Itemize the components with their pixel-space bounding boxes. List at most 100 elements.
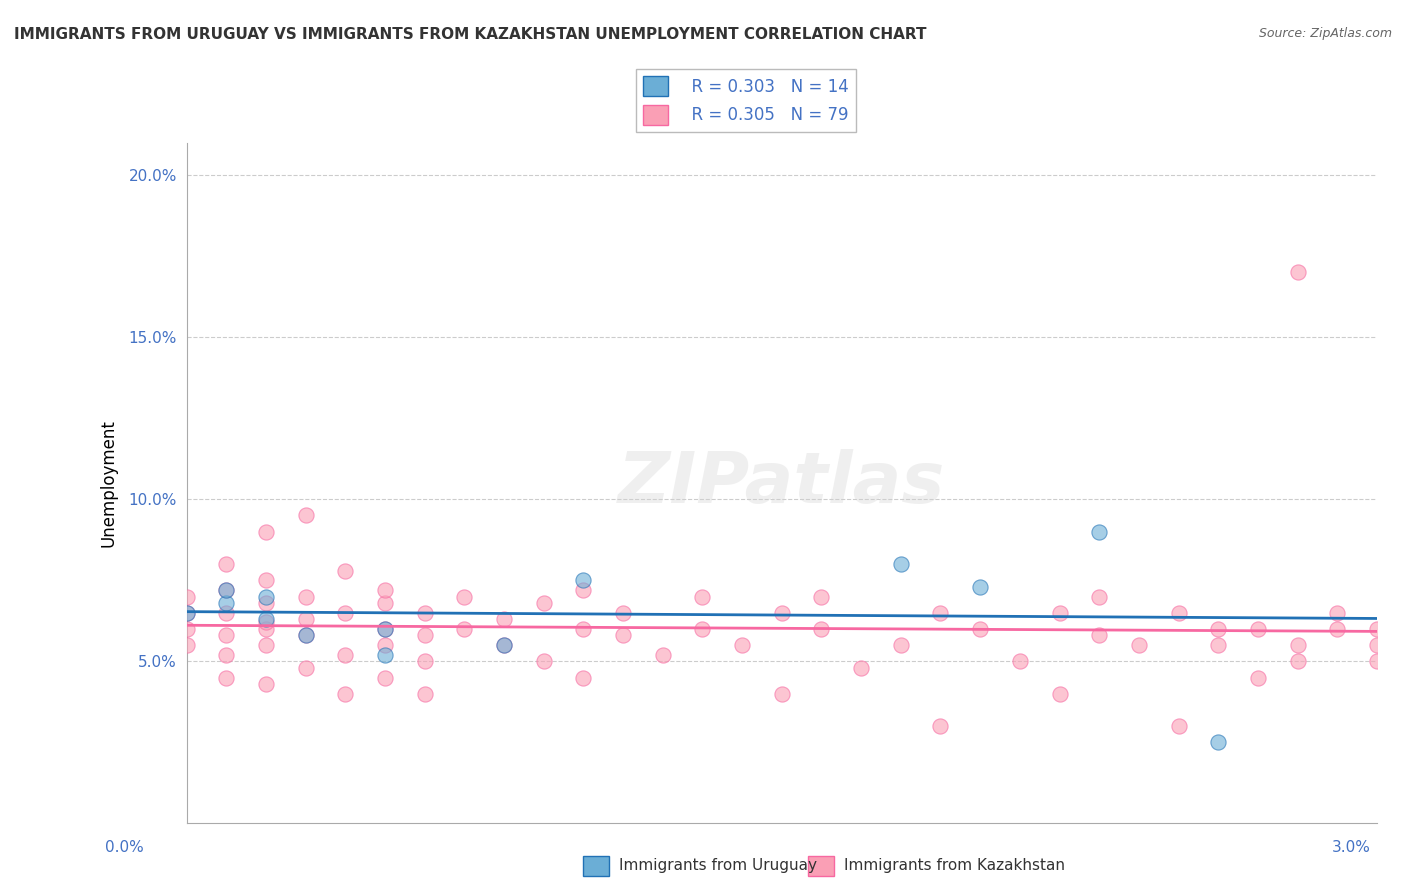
Text: 3.0%: 3.0% — [1331, 840, 1371, 855]
Point — [1247, 622, 1270, 636]
Text: IMMIGRANTS FROM URUGUAY VS IMMIGRANTS FROM KAZAKHSTAN UNEMPLOYMENT CORRELATION C: IMMIGRANTS FROM URUGUAY VS IMMIGRANTS FR… — [14, 27, 927, 42]
Point — [215, 606, 238, 620]
Point — [1167, 606, 1189, 620]
Point — [294, 628, 316, 642]
Point — [254, 596, 277, 610]
Point — [413, 606, 436, 620]
Point — [176, 622, 198, 636]
Point — [1088, 590, 1111, 604]
Point — [1286, 265, 1309, 279]
Point — [533, 596, 555, 610]
Point — [413, 628, 436, 642]
Point — [453, 590, 475, 604]
Point — [374, 671, 396, 685]
Point — [374, 648, 396, 662]
Point — [374, 622, 396, 636]
Point — [294, 661, 316, 675]
Point — [335, 606, 357, 620]
Point — [335, 687, 357, 701]
Point — [1326, 622, 1348, 636]
Point — [731, 638, 754, 652]
Point — [176, 606, 198, 620]
Point — [492, 612, 515, 626]
Point — [1365, 638, 1388, 652]
Point — [215, 596, 238, 610]
Point — [374, 582, 396, 597]
Point — [849, 661, 872, 675]
Point — [1167, 719, 1189, 733]
Point — [1326, 606, 1348, 620]
Point — [294, 508, 316, 523]
Point — [254, 574, 277, 588]
Y-axis label: Unemployment: Unemployment — [100, 419, 117, 547]
Point — [254, 615, 277, 630]
Point — [1365, 622, 1388, 636]
Point — [453, 622, 475, 636]
Point — [612, 628, 634, 642]
Point — [1088, 524, 1111, 539]
Point — [335, 564, 357, 578]
Point — [969, 622, 991, 636]
Point — [254, 638, 277, 652]
Point — [1008, 654, 1031, 668]
Point — [969, 580, 991, 594]
Point — [215, 648, 238, 662]
Point — [1365, 654, 1388, 668]
Point — [1049, 606, 1071, 620]
Point — [413, 654, 436, 668]
Point — [492, 638, 515, 652]
Point — [294, 628, 316, 642]
Point — [1206, 638, 1229, 652]
Point — [692, 590, 714, 604]
Point — [254, 677, 277, 691]
Point — [374, 638, 396, 652]
Point — [572, 574, 595, 588]
Point — [413, 687, 436, 701]
Point — [572, 671, 595, 685]
Point — [215, 628, 238, 642]
Point — [572, 582, 595, 597]
Point — [215, 671, 238, 685]
Point — [215, 582, 238, 597]
Point — [533, 654, 555, 668]
Point — [1247, 671, 1270, 685]
Point — [651, 648, 673, 662]
Point — [692, 622, 714, 636]
Point — [810, 622, 832, 636]
Point — [1088, 628, 1111, 642]
Point — [890, 638, 912, 652]
Point — [492, 638, 515, 652]
Text: 0.0%: 0.0% — [105, 840, 145, 855]
Text: Immigrants from Uruguay: Immigrants from Uruguay — [619, 858, 817, 872]
Point — [215, 557, 238, 571]
Point — [254, 524, 277, 539]
Text: Source: ZipAtlas.com: Source: ZipAtlas.com — [1258, 27, 1392, 40]
Text: ZIPatlas: ZIPatlas — [619, 449, 945, 517]
Point — [1206, 622, 1229, 636]
Point — [1206, 735, 1229, 749]
Point — [254, 590, 277, 604]
Point — [294, 590, 316, 604]
Point — [254, 612, 277, 626]
Point — [890, 557, 912, 571]
Point — [1286, 638, 1309, 652]
Point — [572, 622, 595, 636]
Point — [176, 590, 198, 604]
Point — [1286, 654, 1309, 668]
Point — [929, 606, 952, 620]
Point — [294, 612, 316, 626]
Point — [810, 590, 832, 604]
Point — [374, 622, 396, 636]
Point — [176, 638, 198, 652]
Point — [335, 648, 357, 662]
Point — [612, 606, 634, 620]
Point — [770, 687, 793, 701]
Point — [1049, 687, 1071, 701]
Point — [1128, 638, 1150, 652]
Point — [215, 582, 238, 597]
Text: Immigrants from Kazakhstan: Immigrants from Kazakhstan — [844, 858, 1064, 872]
Point — [770, 606, 793, 620]
Point — [929, 719, 952, 733]
Point — [176, 606, 198, 620]
Legend:   R = 0.303   N = 14,   R = 0.305   N = 79: R = 0.303 N = 14, R = 0.305 N = 79 — [637, 70, 856, 131]
